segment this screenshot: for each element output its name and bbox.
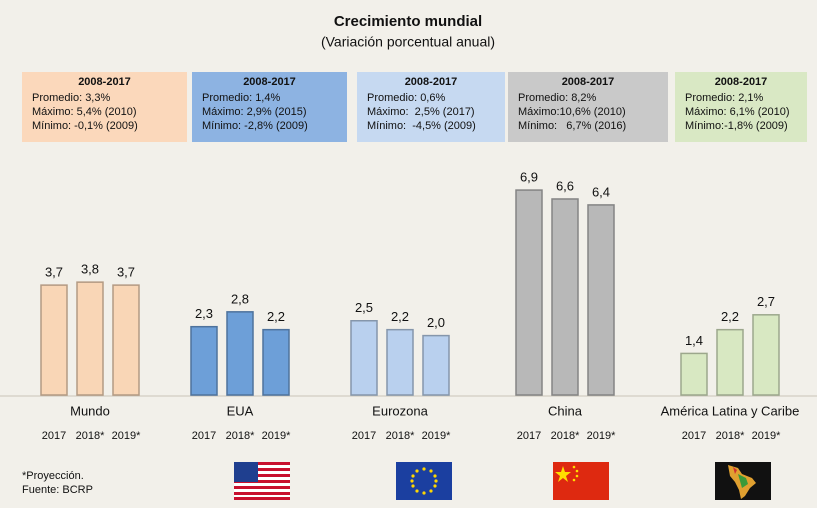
year-label: 2019* <box>262 430 291 442</box>
note: Fuente: BCRP <box>22 484 93 496</box>
bar <box>422 334 450 396</box>
note: *Proyección. <box>22 470 84 482</box>
flag-china <box>553 462 609 500</box>
year-label: 2018* <box>386 430 415 442</box>
map-latam <box>715 462 771 500</box>
info-line: Promedio: 3,3% <box>32 92 110 104</box>
bar <box>752 314 780 396</box>
info-box <box>675 72 807 142</box>
info-heading: 2008-2017 <box>562 76 615 88</box>
bar <box>190 325 218 396</box>
data-label: 2,3 <box>195 306 213 321</box>
year-label: 2017 <box>352 430 376 442</box>
info-box <box>192 72 347 142</box>
bar <box>226 311 254 396</box>
data-label: 6,6 <box>556 178 574 193</box>
info-line: Mínimo: -2,8% (2009) <box>202 120 308 132</box>
category-label: EUA <box>227 403 254 418</box>
info-line: Máximo: 2,9% (2015) <box>202 106 307 118</box>
year-label: 2018* <box>551 430 580 442</box>
info-line: Máximo:10,6% (2010) <box>518 106 626 118</box>
info-heading: 2008-2017 <box>78 76 131 88</box>
data-label: 2,7 <box>757 294 775 309</box>
info-heading: 2008-2017 <box>405 76 458 88</box>
info-line: Mínimo: 6,7% (2016) <box>518 120 626 132</box>
info-line: Mínimo: -4,5% (2009) <box>367 120 476 132</box>
bar <box>515 189 543 396</box>
year-label: 2018* <box>76 430 105 442</box>
bar <box>587 204 615 396</box>
info-line: Promedio: 2,1% <box>685 92 763 104</box>
data-label: 6,4 <box>592 184 610 199</box>
chart-subtitle: (Variación porcentual anual) <box>321 34 495 50</box>
info-heading: 2008-2017 <box>243 76 296 88</box>
year-label: 2017 <box>42 430 66 442</box>
bar <box>716 328 744 396</box>
data-label: 2,2 <box>267 309 285 324</box>
category-label: China <box>548 403 583 418</box>
data-label: 2,8 <box>231 291 249 306</box>
bar <box>551 198 579 396</box>
bar <box>386 328 414 396</box>
info-line: Mínimo:-1,8% (2009) <box>685 120 788 132</box>
info-box <box>357 72 505 142</box>
data-label: 2,2 <box>721 309 739 324</box>
info-line: Máximo: 2,5% (2017) <box>367 106 475 118</box>
flag-usa <box>234 462 290 500</box>
info-line: Mínimo: -0,1% (2009) <box>32 120 138 132</box>
info-box <box>508 72 668 142</box>
info-line: Promedio: 0,6% <box>367 92 445 104</box>
year-label: 2018* <box>226 430 255 442</box>
year-label: 2019* <box>752 430 781 442</box>
data-label: 3,7 <box>45 265 63 280</box>
bar <box>40 284 68 396</box>
data-label: 3,7 <box>117 265 135 280</box>
category-label: América Latina y Caribe <box>661 403 800 418</box>
data-label: 2,0 <box>427 315 445 330</box>
bar <box>350 320 378 396</box>
chart-title: Crecimiento mundial <box>334 13 482 30</box>
year-label: 2017 <box>682 430 706 442</box>
bar <box>680 352 708 396</box>
data-label: 6,9 <box>520 170 538 185</box>
data-label: 3,8 <box>81 262 99 277</box>
year-label: 2017 <box>192 430 216 442</box>
category-label: Mundo <box>70 403 110 418</box>
bar <box>262 328 290 396</box>
year-label: 2019* <box>587 430 616 442</box>
year-label: 2019* <box>422 430 451 442</box>
info-line: Promedio: 1,4% <box>202 92 280 104</box>
year-label: 2019* <box>112 430 141 442</box>
data-label: 1,4 <box>685 333 703 348</box>
category-label: Eurozona <box>372 403 428 418</box>
data-label: 2,2 <box>391 309 409 324</box>
year-label: 2017 <box>517 430 541 442</box>
info-line: Promedio: 8,2% <box>518 92 596 104</box>
info-line: Máximo: 5,4% (2010) <box>32 106 137 118</box>
info-line: Máximo: 6,1% (2010) <box>685 106 790 118</box>
info-box <box>22 72 187 142</box>
bar <box>112 284 140 396</box>
flag-eu <box>396 462 452 500</box>
data-label: 2,5 <box>355 300 373 315</box>
bar <box>76 281 104 396</box>
info-heading: 2008-2017 <box>715 76 768 88</box>
year-label: 2018* <box>716 430 745 442</box>
